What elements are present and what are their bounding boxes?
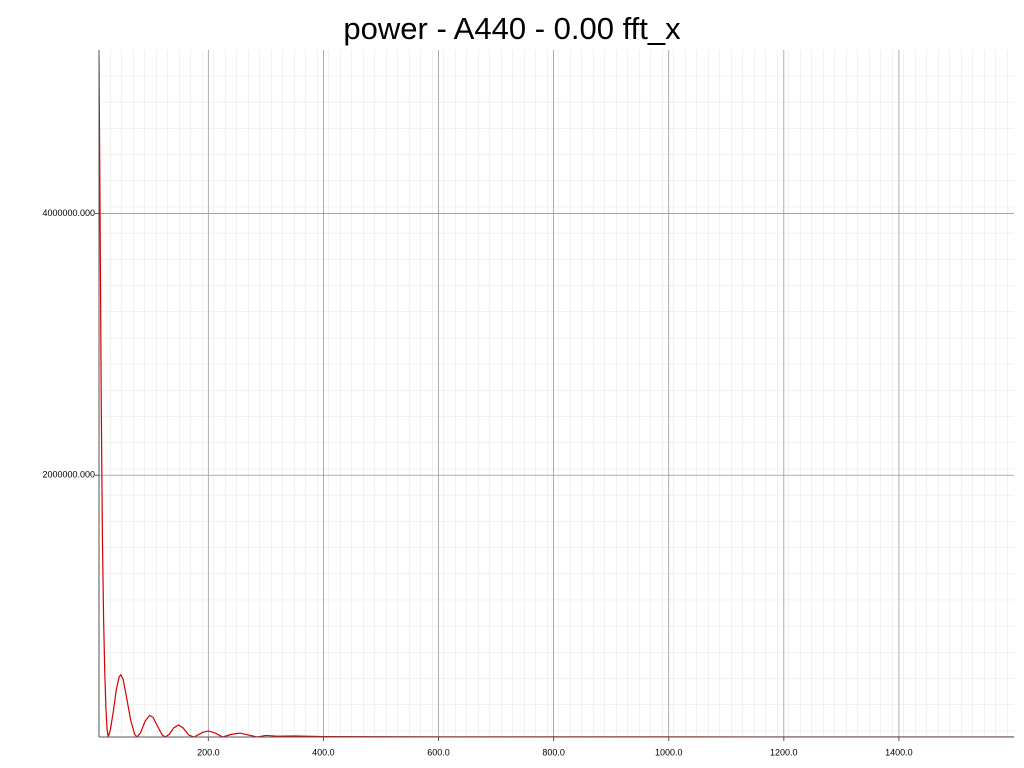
chart-title: power - A440 - 0.00 fft_x bbox=[343, 11, 681, 46]
x-tick-label: 200.0 bbox=[197, 747, 220, 757]
x-tick-label: 1000.0 bbox=[655, 747, 683, 757]
x-tick-label: 1400.0 bbox=[885, 747, 913, 757]
minor-grid bbox=[99, 50, 1014, 737]
y-tick-label: 2000000.000 bbox=[42, 470, 95, 480]
y-tick-label: 4000000.000 bbox=[42, 208, 95, 218]
x-tick-label: 800.0 bbox=[542, 747, 565, 757]
x-tick-label: 1200.0 bbox=[770, 747, 798, 757]
x-tick-label: 400.0 bbox=[312, 747, 335, 757]
x-tick-label: 600.0 bbox=[427, 747, 450, 757]
data-line bbox=[99, 56, 1014, 737]
